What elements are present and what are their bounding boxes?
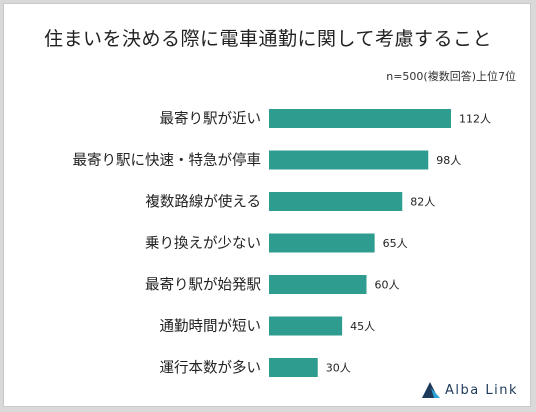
brand-logo: Alba Link: [422, 382, 518, 398]
category-label: 複数路線が使える: [145, 194, 261, 211]
value-label: 60人: [375, 279, 400, 292]
chart-frame: [3, 3, 531, 407]
value-label: 82人: [410, 196, 435, 209]
bar: [269, 316, 343, 336]
logo-text: Alba Link: [445, 382, 518, 398]
category-label: 最寄り駅が近い: [160, 110, 262, 128]
sample-note: n=500(複数回答)上位7位: [386, 70, 516, 83]
bar: [269, 358, 318, 377]
value-label: 112人: [459, 113, 491, 126]
value-label: 45人: [350, 320, 375, 333]
bar: [269, 275, 367, 294]
category-label: 運行本数が多い: [160, 360, 262, 377]
category-label: 通勤時間が短い: [160, 318, 262, 335]
bar: [269, 109, 451, 128]
bar: [269, 192, 403, 211]
logo-mark-icon: [422, 382, 441, 398]
value-label: 30人: [326, 362, 351, 375]
value-label: 65人: [383, 237, 408, 250]
category-label: 最寄り駅が始発駅: [145, 276, 261, 294]
category-label: 乗り換えが少ない: [145, 235, 261, 252]
value-label: 98人: [436, 154, 461, 167]
chart-title: 住まいを決める際に電車通勤に関して考慮すること: [44, 28, 492, 50]
bar: [269, 150, 429, 170]
category-label: 最寄り駅に快速・特急が停車: [73, 151, 262, 169]
bar: [269, 233, 375, 253]
